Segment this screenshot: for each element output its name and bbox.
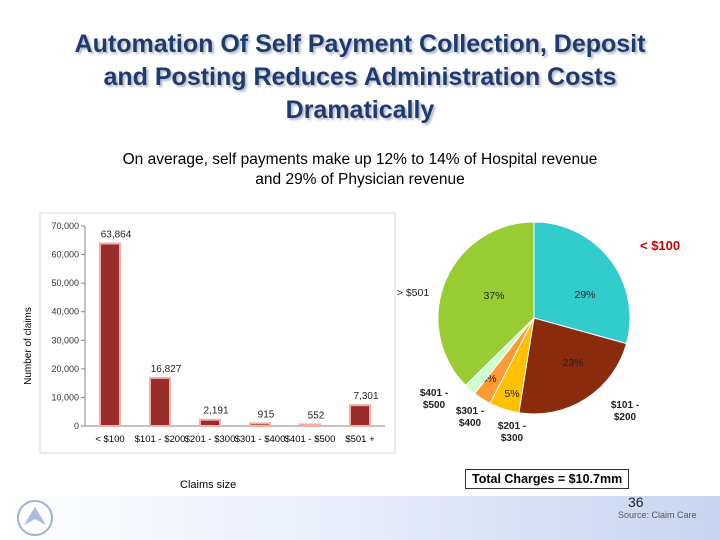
x-tick-label: < $100 — [95, 434, 124, 445]
pie-slice-5 — [437, 221, 535, 387]
pie-category-label: < $100 — [640, 238, 680, 253]
title-line-3: Dramatically — [285, 96, 435, 124]
pie-category-label: $101 -$200 — [611, 400, 639, 423]
bar-3 — [249, 422, 271, 427]
bar-value-label: 2,191 — [203, 406, 228, 417]
company-logo-icon — [17, 500, 53, 536]
bar-chart-xlabel: Claims size — [180, 479, 237, 491]
pie-slice-1 — [518, 317, 628, 415]
x-tick-label: $201 - $300 — [185, 434, 236, 445]
bar-chart-frame — [39, 212, 396, 454]
bar-0 — [99, 242, 121, 427]
pie-pct-label: 29% — [574, 289, 595, 301]
x-tick-label: $501 + — [345, 434, 375, 445]
x-tick-label: $301 - $400 — [235, 434, 286, 445]
title-line-2: and Posting Reduces Administration Costs — [103, 63, 617, 91]
x-tick-label: $401 - $500 — [285, 434, 336, 445]
slide-subtitle: On average, self payments make up 12% to… — [40, 150, 680, 190]
footer-bar — [0, 496, 720, 540]
y-tick-label: 20,000 — [51, 364, 79, 374]
title-line-1: Automation Of Self Payment Collection, D… — [74, 30, 646, 58]
subtitle-line-2: and 29% of Physician revenue — [255, 171, 465, 188]
pie-pct-label: 23% — [562, 357, 583, 369]
bar-2 — [199, 418, 221, 427]
bar-value-label: 16,827 — [151, 364, 182, 375]
pie-pct-label: 37% — [483, 290, 504, 302]
x-tick-label: $101 - $200 — [135, 434, 186, 445]
y-tick-label: 50,000 — [51, 278, 79, 288]
subtitle-line-1: On average, self payments make up 12% to… — [122, 151, 598, 168]
bar-5 — [349, 404, 371, 428]
y-tick-label: 10,000 — [51, 392, 79, 402]
bar-4 — [299, 423, 321, 427]
pie-category-label: > $501 — [397, 287, 430, 299]
bar-value-label: 7,301 — [353, 391, 378, 402]
bar-value-label: 63,864 — [101, 230, 132, 241]
pie-category-label: $401 -$500 — [420, 388, 448, 411]
total-charges-box: Total Charges = $10.7mm — [465, 469, 630, 489]
slide-title: Automation Of Self Payment Collection, D… — [20, 28, 700, 127]
bar-chart-ylabel: Number of claims — [23, 307, 34, 385]
y-tick-label: 0 — [74, 421, 79, 431]
pie-category-label: $201 -$300 — [498, 421, 526, 444]
pie-pct-label: 5% — [504, 388, 519, 400]
y-tick-label: 30,000 — [51, 335, 79, 345]
bar-1 — [149, 376, 171, 427]
page-number: 36 — [628, 494, 644, 510]
pie-slice-0 — [533, 221, 631, 345]
pie-category-label: $301 -$400 — [456, 406, 484, 429]
source-note: Source: Claim Care — [618, 510, 697, 520]
y-tick-label: 60,000 — [51, 250, 79, 260]
bar-value-label: 552 — [308, 410, 325, 421]
bar-value-label: 915 — [258, 409, 275, 420]
y-tick-label: 70,000 — [51, 221, 79, 231]
y-tick-label: 40,000 — [51, 307, 79, 317]
